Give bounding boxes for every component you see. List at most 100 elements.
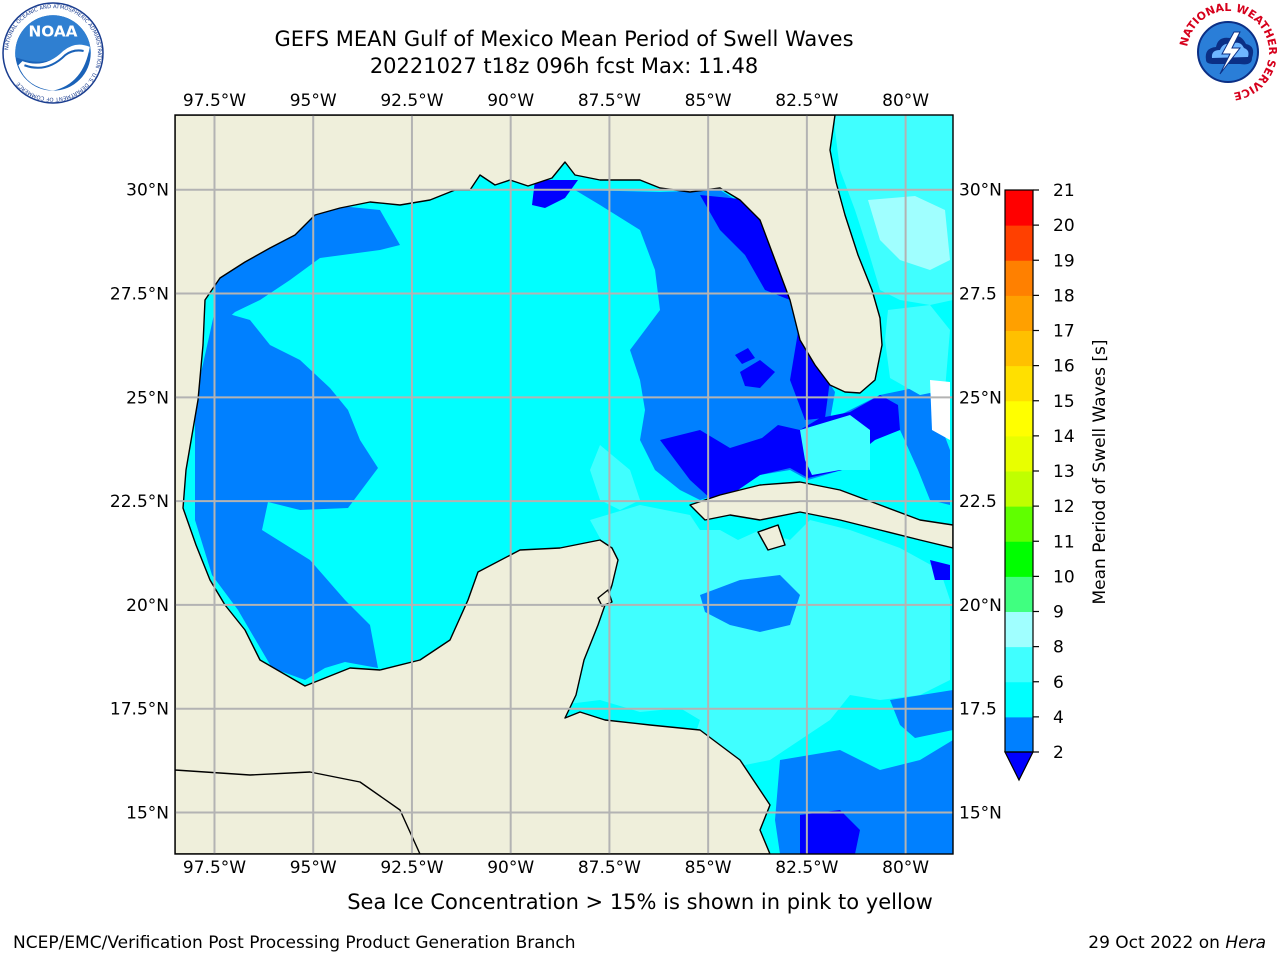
colorbar-segment bbox=[1005, 400, 1033, 437]
colorbar-segment bbox=[1005, 611, 1033, 648]
lon-tick-bottom: 80°W bbox=[882, 858, 929, 878]
map-plot-area bbox=[175, 115, 953, 854]
land-mainland bbox=[175, 115, 883, 854]
colorbar-segment bbox=[1005, 435, 1033, 472]
colorbar-tick-label: 19 bbox=[1053, 251, 1075, 271]
map-title: GEFS MEAN Gulf of Mexico Mean Period of … bbox=[274, 27, 854, 51]
field-caribbean-deep bbox=[800, 810, 860, 854]
field-straits-light bbox=[800, 415, 870, 475]
field-atlantic-south bbox=[885, 305, 950, 395]
lat-tick-right: 30°N bbox=[959, 181, 1002, 201]
colorbar-tick-label: 14 bbox=[1053, 427, 1075, 447]
lat-tick-left: 30°N bbox=[126, 181, 169, 201]
colorbar-segment bbox=[1005, 295, 1033, 331]
colorbar-segment bbox=[1005, 471, 1033, 507]
lat-tick-right: 25°N bbox=[959, 388, 1002, 408]
footer-host: Hera bbox=[1225, 933, 1266, 953]
lon-tick-top: 85°W bbox=[685, 91, 732, 111]
lat-tick-left: 17.5°N bbox=[110, 700, 169, 720]
colorbar-tick-label: 16 bbox=[1053, 357, 1075, 377]
field-patch-2 bbox=[735, 348, 755, 364]
colorbar-segment bbox=[1005, 225, 1033, 261]
lon-tick-bottom: 87.5°W bbox=[578, 858, 641, 878]
colorbar-tick-label: 13 bbox=[1053, 462, 1075, 482]
nws-logo: NATIONAL WEATHER SERVICE bbox=[1178, 2, 1278, 102]
colorbar-segment bbox=[1005, 646, 1033, 683]
footer-date: 29 Oct 2022 on Hera bbox=[1088, 933, 1266, 953]
field-yucatan-channel bbox=[590, 445, 640, 510]
colorbar-segment bbox=[1005, 190, 1033, 226]
lon-tick-top: 97.5°W bbox=[183, 91, 246, 111]
colorbar-tick-label: 20 bbox=[1053, 216, 1075, 236]
swell-period-field bbox=[175, 115, 953, 854]
lon-tick-bottom: 97.5°W bbox=[183, 858, 246, 878]
colorbar-tick-label: 6 bbox=[1053, 673, 1064, 693]
colorbar-tick-label: 4 bbox=[1053, 708, 1064, 728]
land-cuba bbox=[689, 481, 953, 549]
field-western-gulf bbox=[195, 310, 378, 680]
map-frame bbox=[174, 114, 954, 855]
lat-tick-right: 20°N bbox=[959, 596, 1002, 616]
colorbar-segment bbox=[1005, 716, 1033, 753]
sea-ice-caption: Sea Ice Concentration > 15% is shown in … bbox=[347, 890, 933, 914]
lat-tick-left: 22.5°N bbox=[110, 492, 169, 512]
colorbar-tick-label: 15 bbox=[1053, 392, 1075, 412]
colorbar-tick-label: 11 bbox=[1053, 532, 1075, 552]
lat-tick-right: 17.5 bbox=[959, 700, 997, 720]
lat-tick-left: 25°N bbox=[126, 388, 169, 408]
colorbar-extend-min bbox=[1004, 751, 1034, 782]
colorbar-tick-label: 9 bbox=[1053, 603, 1064, 623]
noaa-logo: NOAA NATIONAL OCEANIC AND ATMOSPHERIC AD… bbox=[2, 2, 104, 104]
lat-tick-left: 20°N bbox=[126, 596, 169, 616]
colorbar-label: Mean Period of Swell Waves [s] bbox=[1090, 340, 1110, 605]
field-caribbean-edge bbox=[930, 560, 950, 580]
field-texas-shelf bbox=[215, 205, 400, 330]
lat-tick-right: 15°N bbox=[959, 803, 1002, 823]
colorbar-segment bbox=[1005, 260, 1033, 296]
field-atlantic-band bbox=[868, 196, 950, 270]
colorbar-tick-label: 10 bbox=[1053, 567, 1075, 587]
axis-tick-labels: 97.5°W 97.5°W 95°W 95°W 92.5°W 92.5°W 90°W 90°W… bbox=[110, 91, 1002, 878]
land-isle-of-youth bbox=[757, 524, 786, 551]
colorbar-tick-label: 21 bbox=[1053, 181, 1075, 201]
lon-tick-top: 95°W bbox=[290, 91, 337, 111]
lon-tick-bottom: 85°W bbox=[685, 858, 732, 878]
noaa-logo-text: NOAA bbox=[28, 23, 77, 41]
colorbar-segment bbox=[1005, 365, 1033, 402]
colorbar-segment bbox=[1005, 330, 1033, 367]
lon-tick-top: 82.5°W bbox=[775, 91, 838, 111]
land-masses bbox=[175, 115, 953, 854]
lon-tick-top: 87.5°W bbox=[578, 91, 641, 111]
lat-tick-right: 22.5 bbox=[959, 492, 997, 512]
field-big-bend bbox=[700, 195, 790, 300]
colorbar-segment bbox=[1005, 541, 1033, 577]
field-florida-west-coast bbox=[790, 320, 830, 420]
lat-tick-left: 27.5°N bbox=[110, 285, 169, 305]
field-patch-1 bbox=[740, 360, 775, 388]
colorbar: 2 4 6 8 9 10 11 12 13 14 15 16 17 18 19 20 21 bbox=[1004, 181, 1075, 782]
field-caribbean-patch bbox=[700, 575, 800, 632]
lon-tick-bottom: 92.5°W bbox=[380, 858, 443, 878]
colorbar-tick-label: 8 bbox=[1053, 638, 1064, 658]
colorbar-tick-label: 17 bbox=[1053, 322, 1075, 342]
colorbar-tick-label: 2 bbox=[1053, 743, 1064, 763]
lon-tick-top: 92.5°W bbox=[380, 91, 443, 111]
lat-tick-right: 27.5 bbox=[959, 285, 997, 305]
field-bahamas-gap bbox=[930, 380, 950, 440]
colorbar-segment bbox=[1005, 576, 1033, 612]
footer-date-text: 29 Oct 2022 on bbox=[1088, 933, 1220, 953]
colorbar-tick-label: 18 bbox=[1053, 286, 1075, 306]
lon-tick-top: 90°W bbox=[487, 91, 534, 111]
field-mississippi-delta bbox=[532, 180, 578, 208]
forecast-subtitle: 20221027 t18z 096h fcst Max: 11.48 bbox=[369, 54, 759, 78]
lon-tick-bottom: 95°W bbox=[290, 858, 337, 878]
lat-tick-left: 15°N bbox=[126, 803, 169, 823]
colorbar-segment bbox=[1005, 506, 1033, 542]
lon-tick-bottom: 82.5°W bbox=[775, 858, 838, 878]
colorbar-segment bbox=[1005, 681, 1033, 718]
footer-branch: NCEP/EMC/Verification Post Processing Pr… bbox=[13, 933, 576, 953]
lon-tick-top: 80°W bbox=[882, 91, 929, 111]
field-caribbean-nw bbox=[555, 505, 950, 770]
colorbar-tick-label: 12 bbox=[1053, 497, 1075, 517]
